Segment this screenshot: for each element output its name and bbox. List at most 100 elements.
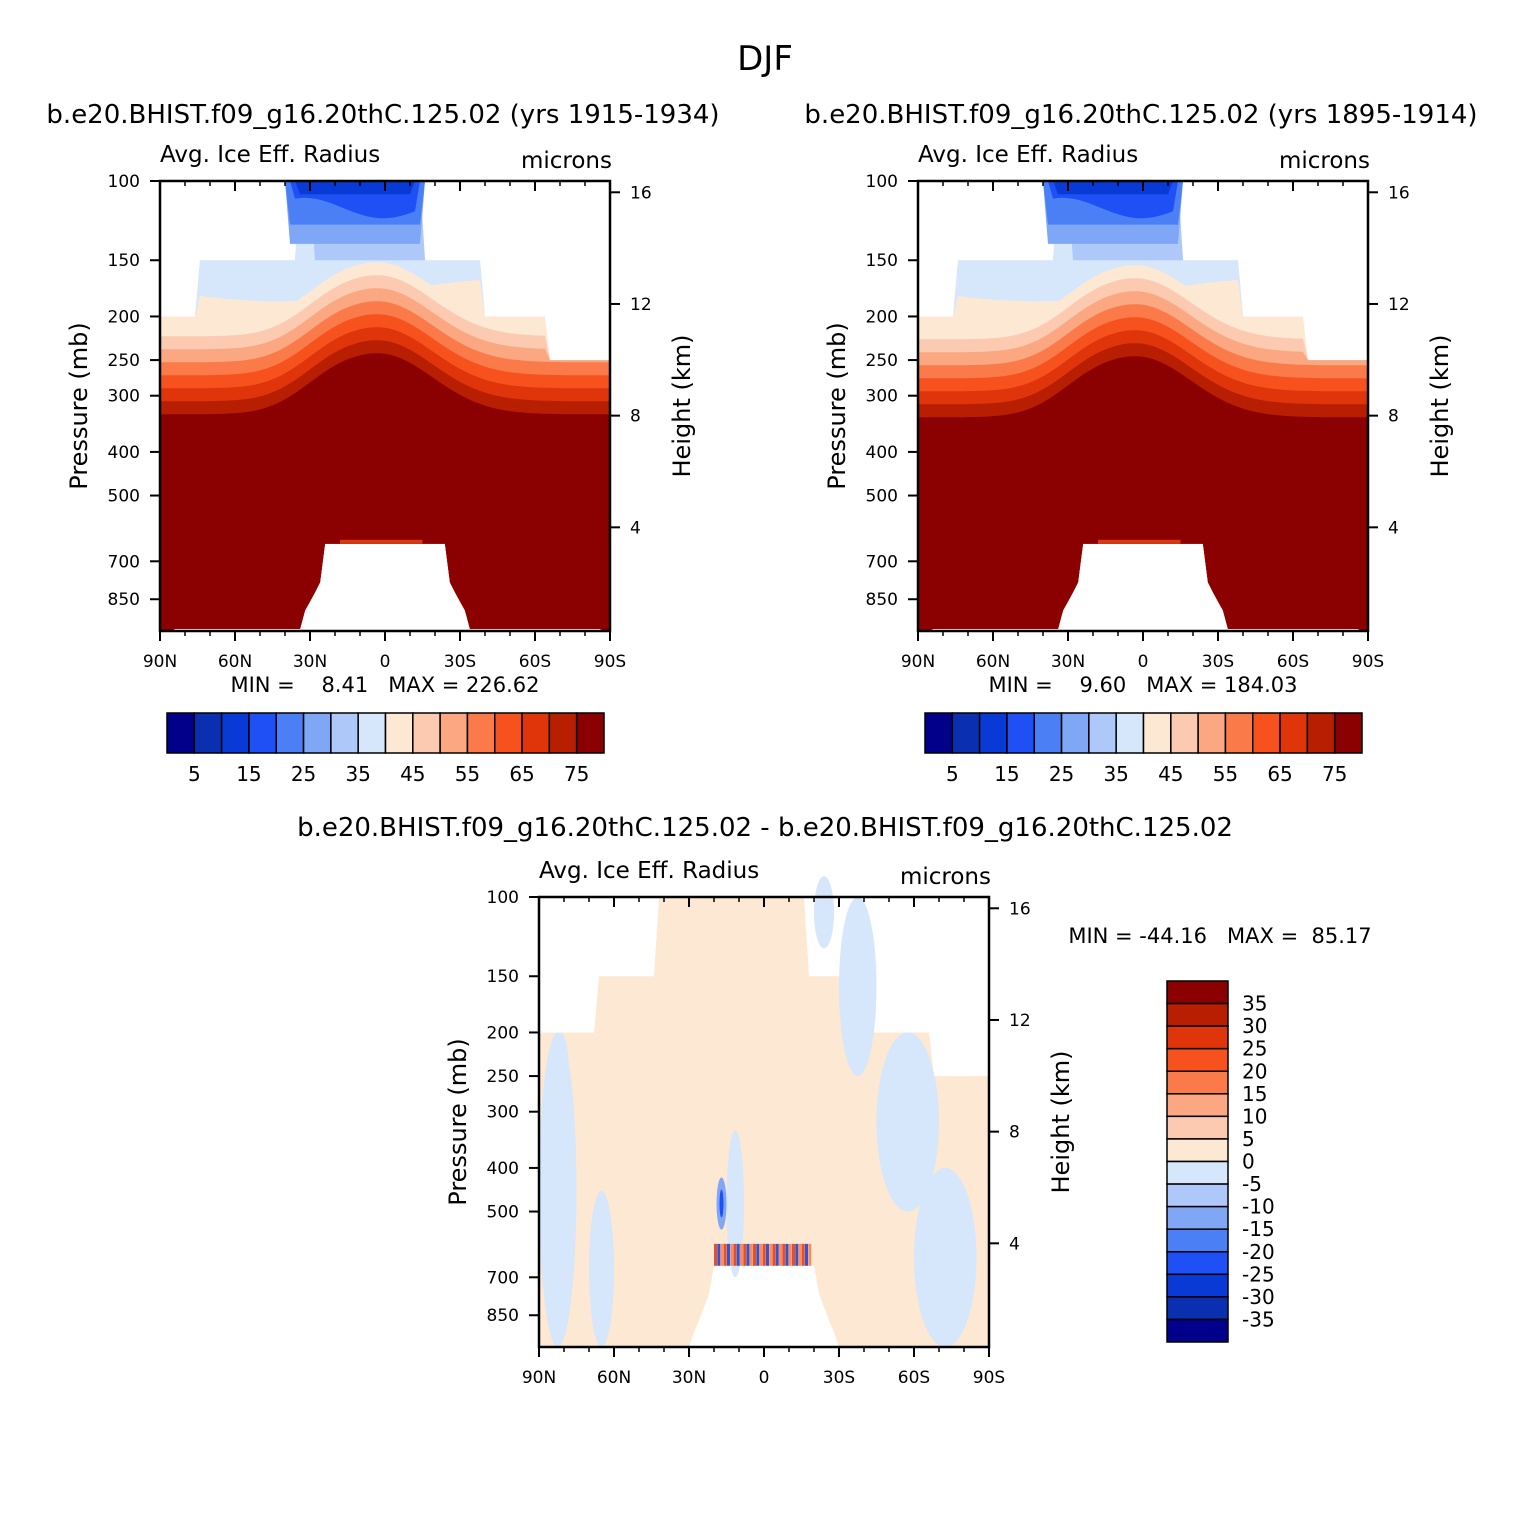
diff-speckle <box>779 1243 782 1266</box>
x-tick-label: 30N <box>672 1368 706 1388</box>
y-tick-label: 300 <box>487 1103 519 1123</box>
diff-stats: MIN = -44.16 MAX = 85.17 <box>1068 924 1371 948</box>
x-tick-label: 90S <box>1352 652 1384 672</box>
colorbar-label: 65 <box>1267 762 1292 786</box>
diff-ylabel: Pressure (mb) <box>444 1038 472 1205</box>
y-tick-label: 250 <box>866 351 898 371</box>
diff-speckle <box>743 1243 747 1266</box>
diff-speckle <box>769 1243 773 1266</box>
y-tick-label: 850 <box>108 590 140 610</box>
y-tick-label: 200 <box>866 307 898 327</box>
colorbar-swatch <box>1115 712 1145 754</box>
right-colorbar: 5 15 25 35 45 55 65 75 <box>924 712 1363 786</box>
colorbar-label: 55 <box>455 762 480 786</box>
colorbar-swatch <box>1166 1002 1229 1027</box>
colorbar-swatch <box>412 712 441 754</box>
diff-speckle <box>762 1243 766 1266</box>
diff-speckle <box>772 1243 776 1266</box>
x-tick-label: 30N <box>1051 652 1085 672</box>
diff-speckle <box>759 1243 763 1266</box>
colorbar-swatch <box>1166 980 1229 1005</box>
colorbar-swatch <box>466 712 496 754</box>
x-tick-label: 60S <box>1277 652 1309 672</box>
colorbar-swatch <box>1279 712 1309 754</box>
x-tick-label: 90N <box>143 652 177 672</box>
diff-patch-negative <box>914 1167 977 1347</box>
colorbar-swatch <box>439 712 469 754</box>
diff-speckle <box>795 1243 799 1266</box>
x-tick-label: 60N <box>597 1368 631 1388</box>
colorbar-label: -5 <box>1242 1172 1262 1196</box>
colorbar-label: 75 <box>564 762 589 786</box>
colorbar-swatch <box>1166 1093 1229 1118</box>
colorbar-label: 65 <box>509 762 534 786</box>
right-stats: MIN = 9.60 MAX = 184.03 <box>988 673 1297 697</box>
colorbar-label: 25 <box>1242 1037 1267 1061</box>
y-tick-label: 500 <box>866 487 898 507</box>
colorbar-swatch <box>330 712 359 754</box>
diff-speckle <box>746 1243 750 1266</box>
diff-units: microns <box>900 864 991 890</box>
diff-speckle <box>805 1243 808 1266</box>
colorbar-label: -20 <box>1242 1240 1275 1264</box>
diff-patch-negative <box>726 1130 744 1278</box>
diff-speckle <box>714 1243 717 1266</box>
y-tick-label: 250 <box>487 1067 519 1087</box>
colorbar-swatch <box>1166 1296 1229 1321</box>
colorbar-label: 15 <box>1242 1082 1267 1106</box>
figure-title: DJF <box>737 39 793 79</box>
y-tick-label: 150 <box>108 251 140 271</box>
y-tick-label: 300 <box>866 387 898 407</box>
diff-patch-negative <box>814 876 834 949</box>
colorbar-swatch <box>1060 712 1090 754</box>
colorbar-label: 25 <box>1049 762 1074 786</box>
colorbar-swatch <box>220 712 250 754</box>
field-speckle <box>1098 539 1181 544</box>
x-tick-label: 90N <box>901 652 935 672</box>
right-ylabel-right: Height (km) <box>1426 335 1454 478</box>
diff-speckle <box>720 1243 724 1266</box>
right-plot-area: 100 150 200 250 300 400 500 700 850 16 12 8 4 90N 60N 3… <box>866 172 1410 672</box>
left-ylabel-right: Height (km) <box>668 335 696 478</box>
diff-var-label: Avg. Ice Eff. Radius <box>539 858 759 884</box>
colorbar-swatch <box>1166 1183 1229 1208</box>
right-var-label: Avg. Ice Eff. Radius <box>918 142 1138 168</box>
y-tick-label: 700 <box>487 1268 519 1288</box>
field-speckle <box>340 539 423 544</box>
x-tick-label: 90N <box>522 1368 556 1388</box>
y-tick-label: 700 <box>866 552 898 572</box>
colorbar-swatch <box>548 712 578 754</box>
diff-patch-negative <box>551 1032 569 1112</box>
y2-tick-label: 16 <box>630 183 652 203</box>
diff-speckle <box>785 1243 789 1266</box>
diff-patch-negative <box>589 1190 614 1347</box>
colorbar-swatch <box>1252 712 1281 754</box>
y-tick-label: 100 <box>866 172 898 192</box>
x-tick-label: 30S <box>823 1368 855 1388</box>
colorbar-label: 55 <box>1213 762 1238 786</box>
colorbar-swatch <box>1166 1251 1229 1276</box>
y-tick-label: 200 <box>487 1023 519 1043</box>
colorbar-label: 10 <box>1242 1104 1267 1128</box>
y2-tick-label: 4 <box>630 518 641 538</box>
colorbar-swatch <box>1166 1318 1229 1343</box>
colorbar-label: 35 <box>345 762 370 786</box>
colorbar-swatch <box>1306 712 1336 754</box>
y-tick-label: 100 <box>108 172 140 192</box>
y2-tick-label: 16 <box>1388 183 1410 203</box>
colorbar-swatch <box>521 712 551 754</box>
diff-speckle <box>753 1243 756 1266</box>
diff-patch-negative <box>539 1032 577 1347</box>
colorbar-swatch <box>275 712 305 754</box>
diff-patch-negative <box>719 1189 724 1218</box>
y2-tick-label: 8 <box>630 407 641 427</box>
left-ylabel: Pressure (mb) <box>65 322 93 489</box>
x-tick-label: 60N <box>976 652 1010 672</box>
colorbar-swatch <box>302 712 332 754</box>
colorbar-label: -25 <box>1242 1262 1275 1286</box>
colorbar-swatch <box>1166 1047 1229 1072</box>
colorbar-label: 5 <box>1242 1127 1255 1151</box>
colorbar-swatch <box>924 712 954 754</box>
y-tick-label: 150 <box>866 251 898 271</box>
